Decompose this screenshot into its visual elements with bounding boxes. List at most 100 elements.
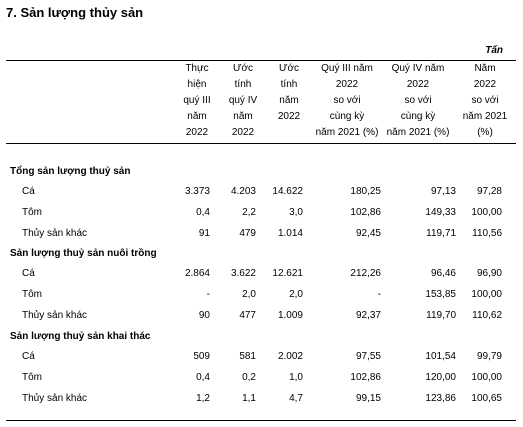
rule [6, 143, 516, 144]
column-header: 2022 [185, 127, 209, 138]
cell: 110,56 [472, 228, 502, 239]
cell: 153,85 [425, 289, 456, 300]
cell: 2.864 [184, 268, 210, 279]
cell: 97,28 [476, 186, 502, 197]
cell: 479 [239, 228, 256, 239]
row-label: Tôm [22, 207, 42, 218]
column-header: năm [279, 95, 299, 106]
cell: 477 [239, 310, 256, 321]
column-header: 2022 [231, 127, 255, 138]
column-header: 2022 [277, 111, 301, 122]
row-label: Thủy sản khác [22, 393, 88, 404]
cell: 100,65 [471, 393, 502, 404]
column-header: Năm [474, 63, 496, 74]
column-header: năm 2021 (%) [386, 127, 450, 138]
cell: 2,0 [289, 289, 303, 300]
cell: 0,4 [196, 207, 210, 218]
column-header: Ước [232, 63, 254, 74]
cell: 0,2 [242, 372, 256, 383]
column-header: cùng kỳ [329, 111, 365, 122]
cell: 110,62 [472, 310, 502, 321]
column-header: so với [404, 95, 432, 106]
cell: 149,33 [425, 207, 456, 218]
column-header: hiện [187, 79, 207, 90]
cell: 119,70 [426, 310, 456, 321]
cell: 4.203 [230, 186, 256, 197]
column-header: năm 2021 (%) [315, 127, 379, 138]
row-label: Tôm [22, 289, 42, 300]
column-header: tính [234, 79, 252, 90]
cell: 102,86 [350, 372, 381, 383]
cell: 1.014 [277, 228, 303, 239]
rule [6, 60, 516, 61]
cell: 12.621 [272, 268, 303, 279]
column-header: cùng kỳ [400, 111, 436, 122]
cell: 97,13 [430, 186, 456, 197]
column-header: 2022 [335, 79, 359, 90]
column-header: quý IV [228, 95, 258, 106]
column-header: Ước [278, 63, 300, 74]
cell: 119,71 [426, 228, 456, 239]
cell: 92,45 [355, 228, 381, 239]
section-title: Sản lượng thuỷ sản nuôi trồng [10, 248, 157, 259]
column-header: Thực [185, 63, 209, 74]
cell: 4,7 [289, 393, 303, 404]
cell: 1,2 [196, 393, 210, 404]
cell: 102,86 [350, 207, 381, 218]
title: 7. Sản lượng thủy sản [6, 5, 144, 20]
column-header: năm 2021 [462, 111, 508, 122]
unit: Tấn [485, 45, 503, 56]
cell: 509 [193, 351, 210, 362]
column-header: Quý IV năm [391, 63, 445, 74]
cell: 2,2 [242, 207, 256, 218]
column-header: tính [280, 79, 298, 90]
column-header: so với [471, 95, 499, 106]
cell: 180,25 [350, 186, 381, 197]
column-header: Quý III năm [321, 63, 373, 74]
column-header: so với [333, 95, 361, 106]
column-header: năm [233, 111, 253, 122]
cell: 0,4 [196, 372, 210, 383]
cell: 14.622 [272, 186, 303, 197]
row-label: Cá [22, 268, 35, 279]
cell: 101,54 [425, 351, 456, 362]
cell: 100,00 [471, 372, 502, 383]
cell: 100,00 [471, 207, 502, 218]
cell: 3.373 [184, 186, 210, 197]
cell: 99,15 [355, 393, 381, 404]
row-label: Thủy sản khác [22, 310, 88, 321]
cell: 123,86 [425, 393, 456, 404]
column-header: năm [187, 111, 207, 122]
cell: 3,0 [289, 207, 303, 218]
row-label: Thủy sản khác [22, 228, 88, 239]
cell: 90 [198, 310, 210, 321]
column-header: 2022 [473, 79, 497, 90]
cell: 581 [239, 351, 256, 362]
rule [6, 420, 516, 421]
cell: 97,55 [355, 351, 381, 362]
column-header: quý III [183, 95, 211, 106]
row-label: Tôm [22, 372, 42, 383]
column-header: (%) [477, 127, 493, 138]
cell: 91 [198, 228, 210, 239]
cell: 120,00 [425, 372, 456, 383]
cell: 96,46 [430, 268, 456, 279]
cell: 96,90 [476, 268, 502, 279]
cell: - [377, 289, 381, 300]
cell: 212,26 [350, 268, 381, 279]
cell: 1,0 [289, 372, 303, 383]
section-title: Sản lượng thuỷ sản khai thác [10, 331, 151, 342]
row-label: Cá [22, 351, 35, 362]
cell: 100,00 [471, 289, 502, 300]
cell: 1.009 [277, 310, 303, 321]
cell: 2,0 [242, 289, 256, 300]
cell: 92,37 [355, 310, 381, 321]
cell: 2.002 [277, 351, 303, 362]
cell: 3.622 [230, 268, 256, 279]
section-title: Tổng sản lượng thuỷ sản [10, 166, 131, 177]
cell: 1,1 [242, 393, 256, 404]
cell: - [206, 289, 210, 300]
cell: 99,79 [476, 351, 502, 362]
column-header: 2022 [406, 79, 430, 90]
